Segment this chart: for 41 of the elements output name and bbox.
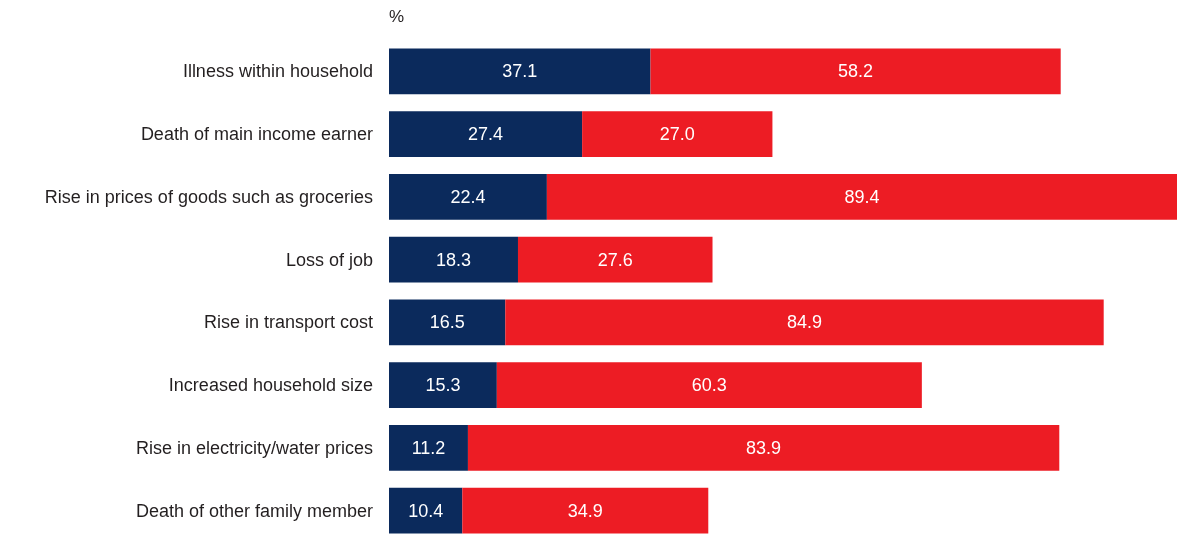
- bar: [650, 48, 1061, 95]
- y-tick-label: Illness within household: [182, 61, 373, 82]
- data-label: 11.2: [411, 437, 446, 458]
- bar: [389, 173, 547, 220]
- y-tick-label: Increased household size: [168, 375, 373, 396]
- bar: [496, 362, 922, 409]
- bar: [467, 424, 1060, 471]
- y-tick-label: Rise in prices of goods such as groceries: [44, 186, 373, 207]
- data-label: 27.6: [597, 249, 633, 270]
- bar: [389, 362, 497, 409]
- bar: [462, 487, 709, 534]
- data-label: 58.2: [838, 61, 874, 82]
- bar: [389, 111, 583, 158]
- data-label: 83.9: [746, 437, 782, 458]
- y-tick-label: Rise in transport cost: [203, 312, 373, 333]
- data-label: 15.3: [425, 375, 461, 396]
- data-label: 18.3: [435, 249, 472, 270]
- data-label: 60.3: [691, 375, 727, 396]
- data-label: 84.9: [786, 312, 823, 333]
- bar: [389, 236, 518, 283]
- data-label: 89.4: [844, 186, 880, 207]
- y-tick-label: Death of other family member: [135, 500, 374, 521]
- bar: [546, 173, 1177, 220]
- data-label: 22.4: [450, 186, 486, 207]
- y-tick-label: Death of main income earner: [140, 124, 373, 145]
- data-label: 16.5: [429, 312, 465, 333]
- bar: [389, 487, 463, 534]
- data-label: 27.4: [468, 124, 504, 145]
- x-axis-title: %: [389, 7, 405, 26]
- data-label: 37.1: [502, 61, 538, 82]
- bar: [389, 299, 506, 346]
- bar: [389, 48, 651, 95]
- y-tick-label: Loss of job: [285, 249, 373, 270]
- bar: [582, 111, 773, 158]
- bar: [389, 424, 468, 471]
- bar: [505, 299, 1104, 346]
- y-tick-label: Rise in electricity/water prices: [135, 437, 373, 458]
- data-label: 10.4: [408, 500, 444, 521]
- data-label: 34.9: [567, 500, 603, 521]
- data-label: 27.0: [659, 124, 695, 145]
- bar: [517, 236, 713, 283]
